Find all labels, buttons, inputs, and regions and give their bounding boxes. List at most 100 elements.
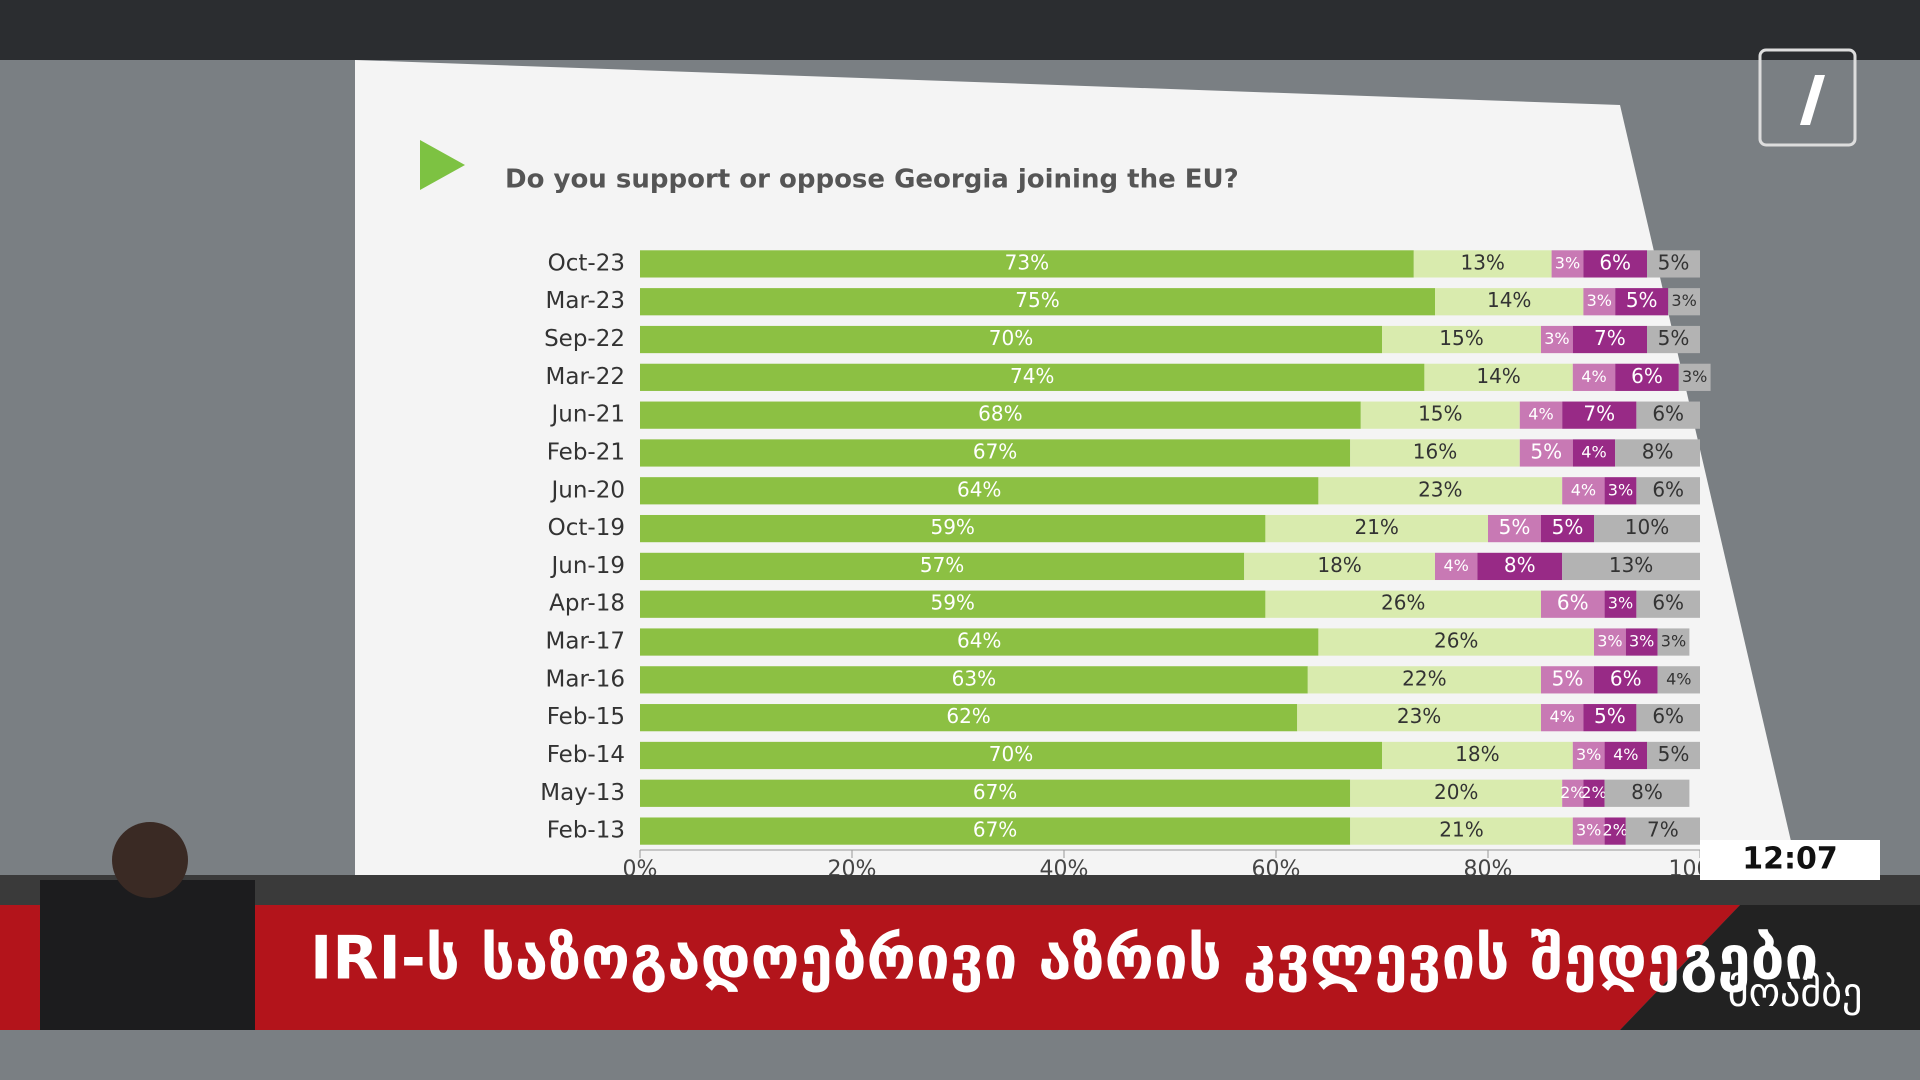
value-label: 21%: [1439, 818, 1483, 842]
bar-segment: [1615, 363, 1679, 391]
value-label: 6%: [1652, 402, 1684, 426]
value-label: 2%: [1560, 783, 1585, 802]
value-label: 4%: [1581, 367, 1606, 386]
value-label: 5%: [1658, 742, 1690, 766]
bar-segment: [640, 250, 1414, 278]
bar-segment: [640, 477, 1319, 505]
top-strip: [0, 0, 1920, 60]
value-label: 70%: [989, 742, 1033, 766]
value-label: 21%: [1354, 515, 1398, 539]
bar-segment: [1625, 628, 1658, 656]
bar-segment: [1360, 401, 1520, 429]
value-label: 8%: [1504, 553, 1536, 577]
value-label: 26%: [1381, 591, 1425, 615]
value-label: 3%: [1608, 480, 1633, 499]
value-label: 2%: [1603, 821, 1628, 840]
bar-segment: [1307, 666, 1541, 694]
value-label: 4%: [1528, 405, 1553, 424]
bar-segment: [1551, 250, 1584, 278]
bar-segment: [640, 590, 1266, 618]
bar-segment: [1435, 288, 1584, 316]
value-label: 5%: [1530, 439, 1562, 463]
value-label: 8%: [1642, 439, 1674, 463]
bar-segment: [1594, 628, 1626, 656]
value-label: 7%: [1647, 818, 1679, 842]
chart-title: Do you support or oppose Georgia joining…: [505, 165, 1239, 195]
value-label: 18%: [1317, 553, 1361, 577]
bar-segment: [1657, 628, 1690, 656]
value-label: 3%: [1682, 367, 1707, 386]
bar-segment: [1382, 325, 1541, 354]
y-tick-label: Feb-15: [547, 704, 625, 730]
value-label: 4%: [1581, 442, 1606, 461]
bar-segment: [1350, 817, 1573, 845]
bar-segment: [1625, 817, 1700, 845]
value-label: 6%: [1652, 477, 1684, 501]
bar-segment: [1572, 439, 1616, 467]
slide-arrow: [420, 140, 465, 190]
bar-segment: [1583, 704, 1637, 732]
bar-segment: [1265, 514, 1488, 543]
value-label: 5%: [1658, 250, 1690, 274]
value-label: 3%: [1671, 291, 1696, 310]
y-tick-label: Apr-18: [549, 591, 625, 617]
bar-segment: [1424, 363, 1573, 391]
value-label: 3%: [1587, 291, 1612, 310]
value-label: 4%: [1444, 556, 1469, 575]
value-label: 74%: [1010, 364, 1054, 388]
value-label: 14%: [1476, 364, 1520, 388]
value-label: 5%: [1626, 288, 1658, 312]
value-label: 8%: [1631, 780, 1663, 804]
plot: 0%20%40%60%80%100%Oct-2373%13%3%6%5%Mar-…: [540, 250, 1731, 882]
y-tick-label: Mar-22: [546, 364, 626, 390]
bar-segment: [640, 363, 1425, 391]
bar-segment: [1604, 817, 1626, 845]
bar-segment: [1572, 363, 1616, 391]
bar-segment: [1244, 552, 1435, 581]
bar-segment: [1488, 514, 1541, 543]
value-label: 4%: [1666, 669, 1691, 688]
bar-segment: [1541, 514, 1594, 543]
bar-segment: [1562, 401, 1637, 429]
value-label: 75%: [1015, 288, 1059, 312]
y-tick-label: Feb-13: [547, 818, 625, 844]
value-label: 6%: [1652, 704, 1684, 728]
bar-segment: [1594, 514, 1700, 543]
value-label: 23%: [1418, 477, 1462, 501]
channel-name: მოამბე: [1728, 970, 1863, 1016]
bar-segment: [1562, 779, 1584, 807]
y-tick-label: Jun-20: [549, 477, 625, 503]
banner-strip: [0, 875, 1920, 905]
bar-segment: [1519, 439, 1573, 467]
bar-segment: [1572, 817, 1605, 845]
y-tick-label: Feb-21: [547, 439, 625, 465]
bar-segment: [640, 741, 1382, 770]
bar-segment: [1318, 628, 1594, 656]
logo-panel: [1620, 905, 1920, 1030]
bar-segment: [1647, 741, 1700, 770]
value-label: 14%: [1487, 288, 1531, 312]
value-label: 10%: [1625, 515, 1669, 539]
value-label: 5%: [1658, 326, 1690, 350]
value-label: 67%: [973, 780, 1017, 804]
bar-segment: [1413, 250, 1552, 278]
value-label: 22%: [1402, 666, 1446, 690]
bar-segment: [1678, 363, 1711, 391]
value-label: 6%: [1631, 364, 1663, 388]
bar-segment: [1541, 590, 1605, 618]
bar-segment: [1572, 741, 1605, 770]
value-label: 20%: [1434, 780, 1478, 804]
value-label: 15%: [1439, 326, 1483, 350]
bar-segment: [1541, 666, 1594, 694]
bar-segment: [640, 552, 1245, 581]
y-tick-label: Oct-19: [548, 515, 625, 541]
bar-segment: [1583, 250, 1647, 278]
y-tick-label: Jun-19: [549, 553, 625, 579]
value-label: 4%: [1571, 480, 1596, 499]
value-label: 68%: [978, 402, 1022, 426]
value-label: 23%: [1397, 704, 1441, 728]
value-label: 2%: [1581, 783, 1606, 802]
value-label: 3%: [1555, 253, 1580, 272]
bar-segment: [1519, 401, 1563, 429]
y-tick-label: May-13: [540, 780, 625, 806]
